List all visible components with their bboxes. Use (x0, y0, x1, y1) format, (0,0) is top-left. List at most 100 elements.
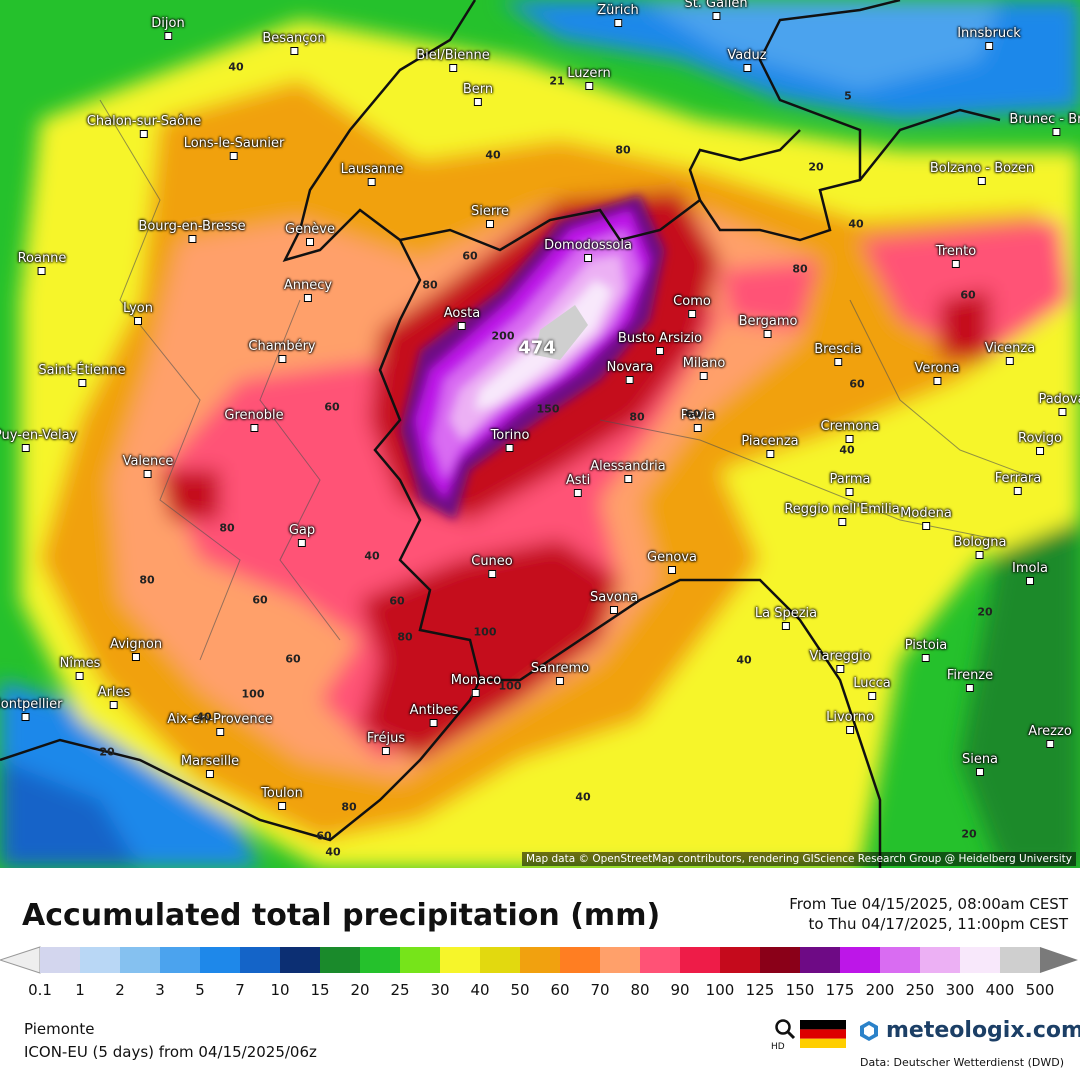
city-label: Domodossola (544, 239, 632, 262)
city-name: Aix-en-Provence (167, 712, 273, 727)
scale-tick-label: 5 (195, 981, 205, 999)
city-marker-icon (205, 770, 214, 778)
city-name: Vaduz (727, 48, 767, 63)
precipitation-map[interactable]: Dijon Besançon Biel/Bienne Zürich St. Gallen… (0, 0, 1080, 868)
contour-value-label: 20 (961, 827, 977, 841)
city-name: Bourg-en-Bresse (138, 219, 246, 234)
city-marker-icon (304, 294, 312, 302)
city-label: Roanne (17, 251, 67, 275)
city-name: Le Puy-en-Velay (0, 428, 78, 443)
city-name: Nîmes (59, 656, 101, 671)
city-label: Livorno (826, 711, 874, 734)
city-name: Cremona (820, 419, 880, 434)
scale-swatch (920, 947, 961, 973)
city-name: Asti (565, 473, 591, 488)
contour-value-label: 80 (615, 143, 631, 157)
scale-tick-label: 1 (75, 981, 85, 999)
city-label: Nîmes (59, 656, 101, 680)
city-name: Pistoia (904, 638, 948, 653)
city-marker-icon (37, 267, 46, 275)
city-name: Toulon (261, 786, 303, 801)
city-marker-icon (932, 377, 941, 385)
city-label: Reggio nell'Emilia (784, 502, 900, 526)
contour-value-label: 100 (498, 679, 522, 693)
city-label: Torino (491, 429, 529, 452)
city-marker-icon (506, 444, 514, 452)
city-marker-icon (143, 470, 152, 478)
city-name: Bern (462, 82, 494, 97)
city-label: Innsbruck (957, 27, 1021, 50)
contour-value-label: 40 (839, 443, 855, 457)
city-name: Lucca (853, 676, 891, 691)
scale-swatch (600, 947, 641, 973)
city-name: Arezzo (1028, 724, 1072, 739)
contour-value-label: 20 (99, 745, 115, 759)
scale-tick-label: 100 (705, 981, 735, 999)
city-name: Padova (1038, 392, 1080, 407)
city-label: Brescia (814, 343, 862, 366)
contour-value-label: 60 (252, 593, 268, 607)
contour-value-label: 80 (629, 410, 645, 424)
city-label: Arezzo (1028, 725, 1072, 748)
scale-swatch (560, 947, 601, 973)
city-marker-icon (764, 330, 772, 338)
city-marker-icon (609, 606, 618, 614)
germany-flag-icon (800, 1020, 846, 1048)
scale-arrow-right (1040, 947, 1078, 973)
contour-value-label: 40 (196, 710, 212, 724)
city-label: Alessandria (590, 460, 666, 483)
city-label: Pavia (681, 409, 715, 432)
city-name: Antibes (409, 703, 459, 718)
scale-tick-label: 2 (115, 981, 125, 999)
city-marker-icon (584, 254, 592, 262)
city-label: Sierre (471, 205, 509, 228)
city-name: Grenoble (224, 408, 284, 423)
city-marker-icon (1006, 357, 1014, 365)
maximum-value-label: 474 (518, 337, 556, 359)
city-marker-icon (951, 260, 960, 268)
brand-name[interactable]: meteologix.com (860, 1018, 1080, 1043)
contour-value-label: 60 (389, 594, 405, 608)
contour-value-label: 150 (536, 402, 560, 416)
contour-value-label: 80 (139, 573, 155, 587)
contour-value-label: 60 (849, 377, 865, 391)
city-name: Bolzano - Bozen (929, 161, 1035, 176)
city-label: Chalon-sur-Saône (87, 115, 201, 138)
city-marker-icon (668, 566, 676, 574)
city-label: Lons-le-Saunier (184, 137, 284, 160)
search-icon[interactable] (774, 1018, 796, 1042)
city-name: Modena (900, 506, 952, 521)
contour-value-label: 80 (219, 521, 235, 535)
city-label: Aix-en-Provence (167, 713, 273, 736)
city-marker-icon (76, 672, 84, 680)
city-label: Bergamo (739, 315, 797, 338)
city-name: Saint-Étienne (38, 363, 126, 378)
scale-swatch (680, 947, 721, 973)
city-label: Saint-Étienne (38, 363, 126, 387)
scale-tick-label: 300 (945, 981, 975, 999)
city-name: Dijon (151, 16, 185, 31)
scale-arrow-left (0, 946, 41, 974)
city-marker-icon (1058, 408, 1066, 416)
city-name: Reggio nell'Emilia (784, 502, 900, 517)
city-name: Lausanne (340, 162, 404, 177)
contour-value-label: 40 (228, 60, 244, 74)
hd-label: HD (771, 1042, 785, 1052)
city-name: Vicenza (984, 341, 1036, 356)
city-label: Bern (463, 83, 493, 106)
city-label: Luzern (567, 67, 611, 90)
city-marker-icon (712, 12, 720, 20)
city-label: Genova (647, 551, 697, 574)
city-label: Zürich (597, 4, 639, 27)
city-label: Biel/Bienne (416, 49, 490, 72)
city-name: Domodossola (544, 238, 632, 253)
contour-value-label: 60 (324, 400, 340, 414)
city-marker-icon (574, 489, 582, 497)
scale-tick-label: 0.1 (28, 981, 52, 999)
city-name: Roanne (17, 251, 67, 266)
scale-tick-label: 250 (905, 981, 935, 999)
city-label: Brunec - Bruni (1009, 113, 1080, 136)
scale-tick-label: 10 (270, 981, 290, 999)
city-label: Lausanne (340, 162, 404, 186)
city-marker-icon (965, 684, 974, 692)
